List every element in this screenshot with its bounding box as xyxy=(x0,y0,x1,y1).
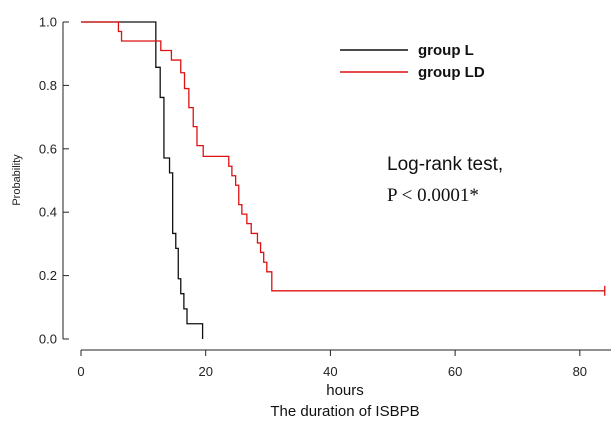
y-tick-label: 0.6 xyxy=(39,141,57,156)
y-tick-label: 0.8 xyxy=(39,78,57,93)
x-tick-label: 40 xyxy=(323,364,337,379)
y-tick-label: 0.4 xyxy=(39,205,57,220)
legend: group L group LD xyxy=(340,42,485,81)
y-tick-label: 0.0 xyxy=(39,332,57,347)
x-axis-label: hours xyxy=(326,382,364,399)
annotation-test-name: Log-rank test, xyxy=(387,154,503,175)
legend-label-group-l: group L xyxy=(418,42,474,59)
y-tick-label: 1.0 xyxy=(39,15,57,30)
annotation-p-value: P < 0.0001* xyxy=(387,185,479,206)
legend-label-group-ld: group LD xyxy=(418,64,485,81)
plot-area xyxy=(81,21,606,339)
x-tick-label: 60 xyxy=(448,364,462,379)
x-tick-label: 20 xyxy=(198,364,212,379)
y-tick-label: 0.2 xyxy=(39,268,57,283)
km-curve-group-l xyxy=(81,21,204,339)
y-axis-label: Probability xyxy=(11,154,23,206)
x-tick-label: 0 xyxy=(77,364,84,379)
axes: 0.0 0.2 0.4 0.6 0.8 1.0 0 20 40 60 80 xyxy=(39,15,611,379)
x-tick-label: 80 xyxy=(573,364,587,379)
km-curve-group-ld xyxy=(81,21,605,292)
x-axis-sublabel: The duration of ISBPB xyxy=(270,403,419,420)
